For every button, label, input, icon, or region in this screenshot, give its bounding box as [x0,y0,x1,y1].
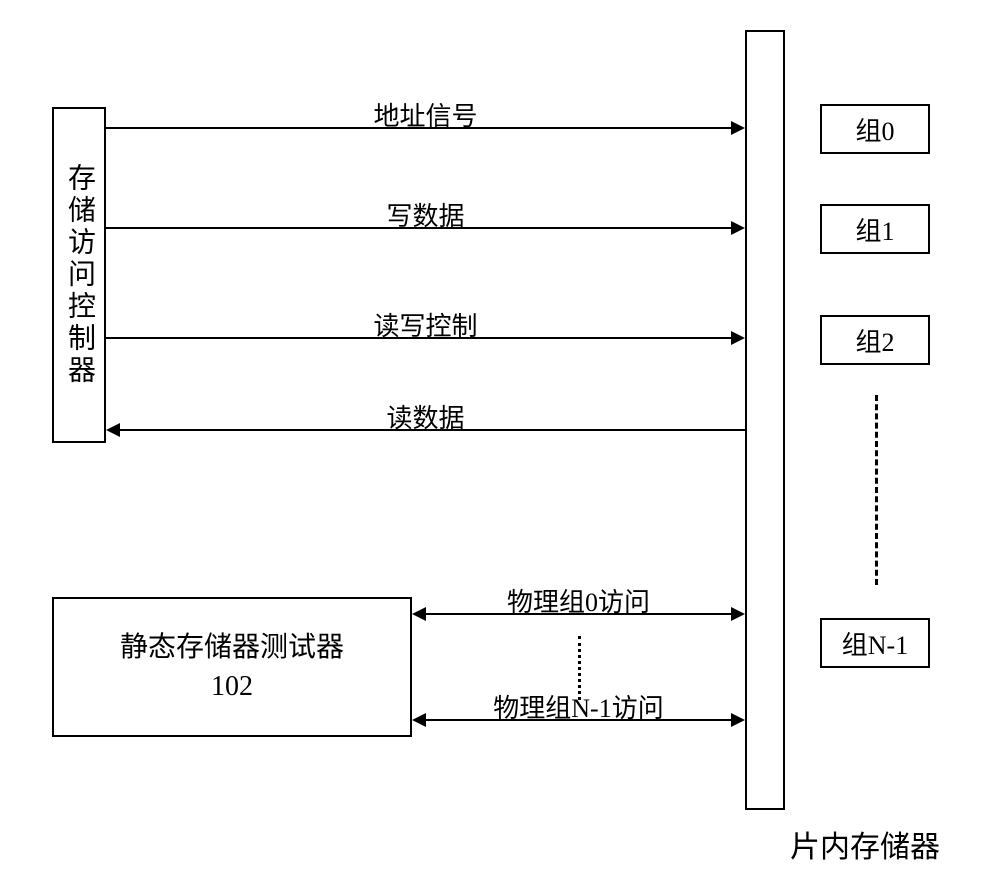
arrow-head-left-phys0 [412,607,426,621]
memory-group-group1: 组1 [820,204,930,254]
groups-ellipsis [875,395,878,585]
static-memory-tester: 静态存储器测试器102 [52,597,412,737]
arrow-head-right-rwctl [731,331,745,345]
memory-group-label: 组2 [855,322,894,359]
memory-group-group0: 组0 [820,104,930,154]
arrow-label-rwctl: 读写控制 [306,306,546,343]
arrow-label-write: 写数据 [306,196,546,233]
phys-access-ellipsis [578,636,581,700]
memory-group-label: 组0 [855,111,894,148]
memory-group-groupN: 组N-1 [820,618,930,668]
arrow-head-right-physN [731,713,745,727]
tester-label-line2: 102 [211,667,253,706]
memory-access-controller: 存储访问控制器 [52,107,106,443]
on-chip-memory-caption: 片内存储器 [790,822,940,866]
tester-label-line1: 静态存储器测试器 [120,628,344,667]
memory-group-label: 组N-1 [842,625,908,662]
arrow-label-phys0: 物理组0访问 [459,582,699,619]
arrow-head-right-write [731,221,745,235]
memory-group-group2: 组2 [820,315,930,365]
arrow-head-right-addr [731,121,745,135]
memory-group-label: 组1 [855,211,894,248]
controller-label: 存储访问控制器 [59,163,99,387]
arrow-head-right-phys0 [731,607,745,621]
arrow-head-left-physN [412,713,426,727]
arrow-label-read: 读数据 [306,398,546,435]
on-chip-memory [745,30,785,810]
arrow-label-addr: 地址信号 [306,96,546,133]
arrow-head-left-read [106,423,120,437]
